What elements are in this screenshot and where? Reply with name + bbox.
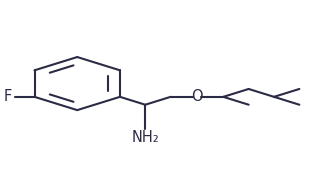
Text: O: O — [191, 89, 203, 104]
Text: NH₂: NH₂ — [131, 130, 159, 145]
Text: F: F — [3, 89, 12, 104]
